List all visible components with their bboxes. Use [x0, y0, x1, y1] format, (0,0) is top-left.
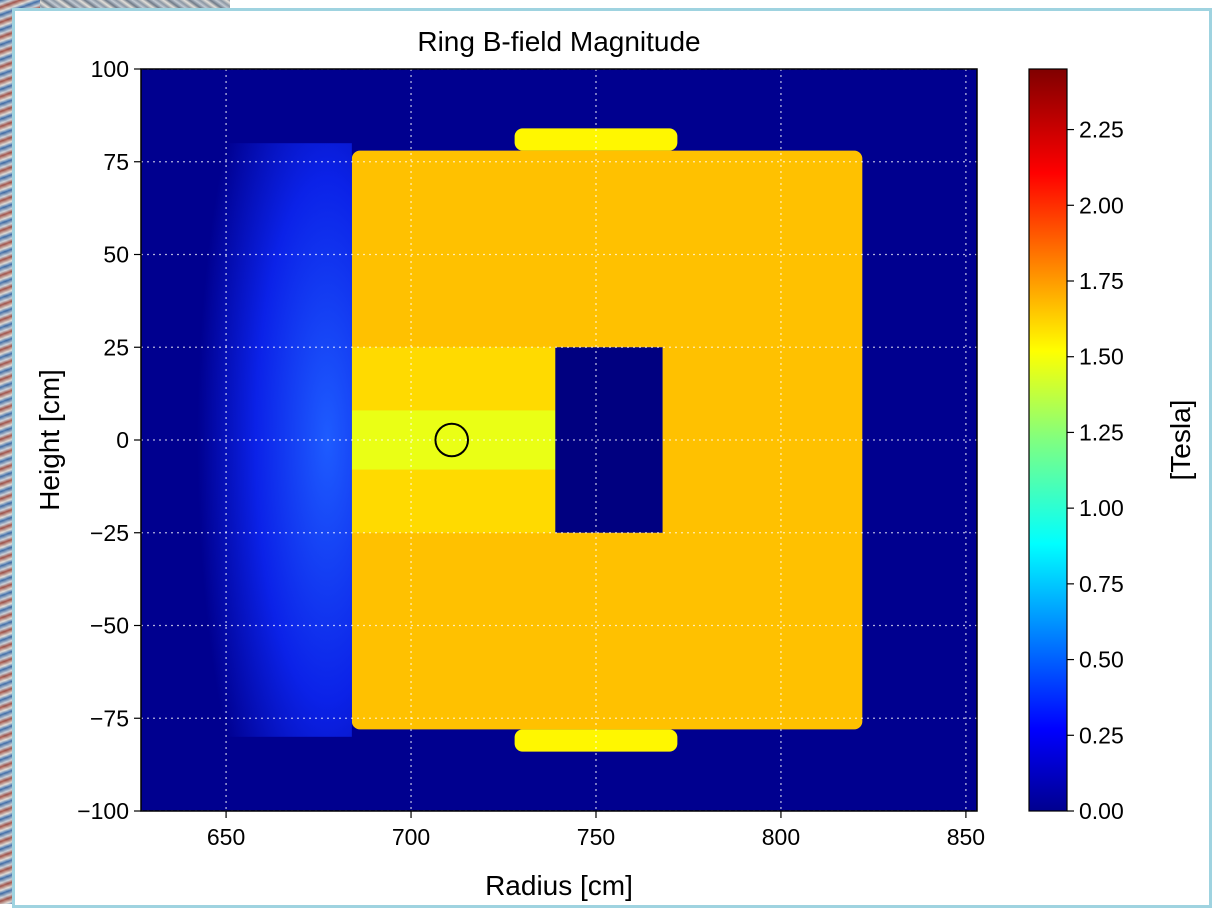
beam-center-circle: [434, 422, 470, 458]
y-tick-label: 25: [103, 334, 129, 360]
y-tick-label: −75: [90, 705, 129, 731]
figure-panel: Ring B-field Magnitude 650 700 750 800 850 1…: [12, 8, 1212, 908]
colorbar: [1028, 68, 1068, 812]
colorbar-tick-label: 1.00: [1079, 495, 1124, 521]
field-regions: [189, 128, 863, 752]
plot-area: [141, 69, 977, 811]
colorbar-tick-label: 0.25: [1079, 722, 1124, 748]
colorbar-tick-label: 2.25: [1079, 117, 1124, 143]
x-tick-label: 850: [947, 824, 985, 850]
region-yoke-bottom-cap: [514, 729, 678, 752]
y-tick-label: 50: [103, 242, 129, 268]
colorbar-tick-label: 0.50: [1079, 647, 1124, 673]
y-tick-label: −50: [90, 613, 129, 639]
colorbar-tick-label: 1.75: [1079, 268, 1124, 294]
colorbar-tick-label: 0.75: [1079, 571, 1124, 597]
x-tick-label: 650: [207, 824, 245, 850]
y-axis-label: Height [cm]: [34, 369, 65, 511]
colorbar-ticks: 0.00 0.25 0.50 0.75 1.00 1.25 1.50 1.75 2.00 2.25: [1067, 117, 1124, 824]
x-axis-label: Radius [cm]: [485, 870, 633, 901]
colorbar-tick-label: 1.50: [1079, 344, 1124, 370]
colorbar-tick-label: 2.00: [1079, 192, 1124, 218]
y-axis-ticks: 100 75 50 25 0 −25 −50 −75 −100: [77, 56, 141, 824]
field-map-chart: Ring B-field Magnitude 650 700 750 800 850 1…: [34, 26, 1196, 901]
x-axis-ticks: 650 700 750 800 850: [207, 811, 985, 850]
y-tick-label: −100: [77, 798, 129, 824]
y-tick-label: −25: [90, 520, 129, 546]
colorbar-label: [Tesla]: [1165, 400, 1196, 481]
y-tick-label: 75: [103, 149, 129, 175]
annotations: [434, 422, 470, 458]
x-tick-label: 700: [392, 824, 430, 850]
region-yoke-top-cap: [514, 128, 678, 151]
x-tick-label: 750: [577, 824, 615, 850]
x-tick-label: 800: [762, 824, 800, 850]
colorbar-tick-label: 0.00: [1079, 798, 1124, 824]
colorbar-tick-label: 1.25: [1079, 419, 1124, 445]
chart-title: Ring B-field Magnitude: [417, 26, 700, 57]
region-pole-bottom: [351, 469, 556, 533]
y-tick-label: 0: [116, 427, 129, 453]
y-tick-label: 100: [91, 56, 129, 82]
region-pole-top: [351, 347, 556, 411]
region-fringe-left: [189, 143, 352, 737]
grid-lines: [141, 69, 977, 811]
